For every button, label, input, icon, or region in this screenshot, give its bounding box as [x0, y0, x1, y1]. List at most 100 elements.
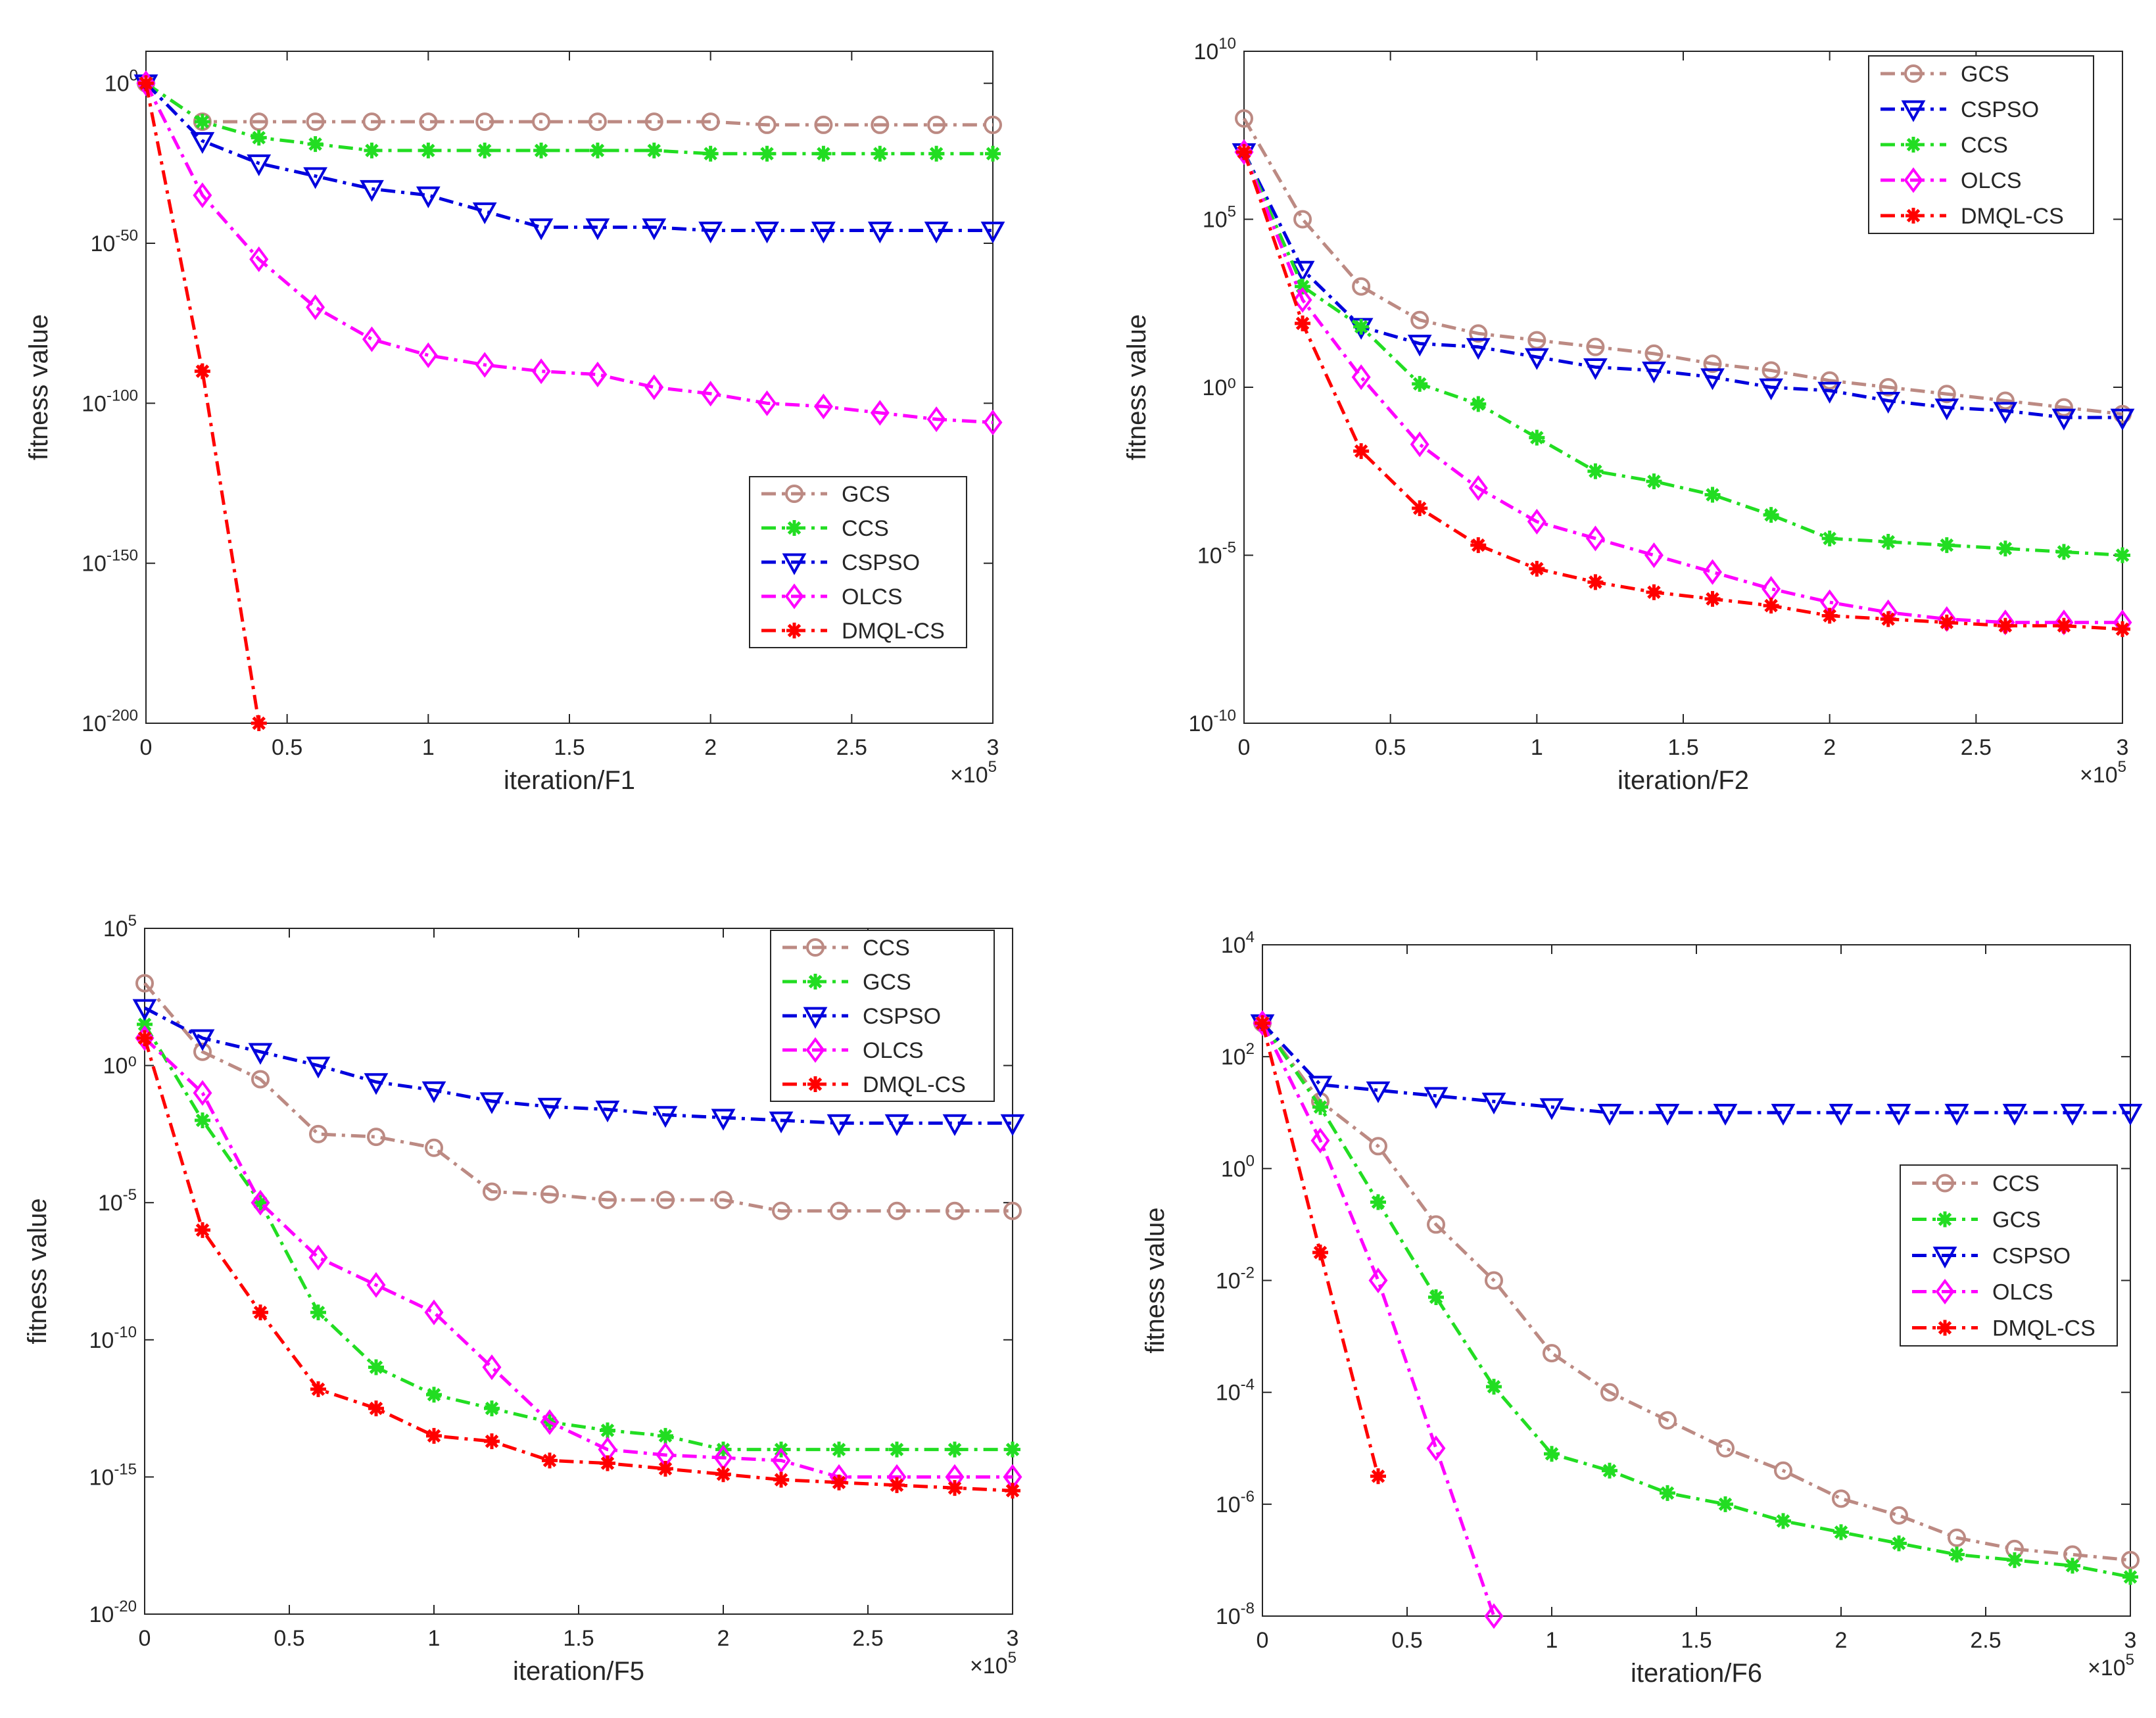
data-point: [1821, 530, 1838, 546]
data-point: [701, 381, 721, 407]
data-point: [1820, 371, 1839, 390]
legend-marker: [1904, 167, 1923, 193]
data-point: [137, 1030, 153, 1046]
data-point: [1005, 1483, 1020, 1499]
data-point: [814, 115, 833, 134]
data-point: [1468, 475, 1488, 501]
data-point: [1312, 1244, 1328, 1260]
data-point: [927, 115, 946, 134]
data-point: [889, 1477, 905, 1493]
y-tick-label: 10-15: [89, 1460, 137, 1490]
data-point: [1597, 1103, 1622, 1126]
data-point: [418, 342, 438, 368]
data-point: [644, 112, 663, 131]
data-point: [1646, 584, 1662, 600]
data-point: [715, 1441, 731, 1458]
x-tick-label: 2.5: [852, 1626, 883, 1651]
data-point: [1466, 338, 1491, 360]
data-point: [1585, 525, 1605, 552]
data-point: [1704, 487, 1721, 503]
data-point: [2115, 547, 2130, 563]
x-tick-label: 0.5: [1391, 1628, 1422, 1653]
data-point: [416, 186, 441, 208]
data-point: [1293, 210, 1312, 229]
data-point: [1655, 1103, 1680, 1126]
series-line: [1242, 117, 2123, 416]
data-point: [757, 115, 777, 134]
series-line: [1242, 151, 2123, 631]
data-point: [1700, 368, 1725, 391]
data-point: [947, 1441, 963, 1458]
data-point: [1587, 574, 1604, 590]
data-point: [1774, 1461, 1792, 1480]
x-axis-label: iteration/F1: [504, 766, 635, 795]
legend-label: GCS: [1961, 62, 2009, 87]
data-point: [1255, 1015, 1270, 1032]
data-point: [2007, 1552, 2023, 1568]
x-tick-label: 0: [140, 735, 153, 760]
data-point: [1428, 1289, 1444, 1306]
data-point: [1366, 1081, 1391, 1103]
data-point: [769, 1111, 794, 1133]
data-point: [1996, 391, 2015, 410]
legend-marker: [1936, 1174, 1954, 1193]
data-point: [251, 130, 267, 146]
x-tick-label: 2: [1835, 1628, 1848, 1653]
data-point: [1539, 1098, 1564, 1120]
legend-box: [749, 476, 967, 648]
data-point: [585, 218, 610, 241]
data-point: [867, 222, 892, 244]
x-axis-multiplier: ×105: [2088, 1651, 2134, 1681]
data-point: [1427, 1215, 1445, 1234]
data-point: [942, 1114, 967, 1136]
data-point: [813, 393, 833, 419]
data-point: [367, 1128, 385, 1147]
legend-marker: [782, 553, 807, 575]
data-point: [1759, 378, 1783, 400]
legend-label: CCS: [1992, 1172, 2040, 1197]
x-tick-label: 0: [139, 1626, 151, 1651]
legend-label: CCS: [842, 516, 889, 541]
y-tick-label: 10-10: [1188, 707, 1236, 736]
data-point: [888, 1201, 906, 1220]
data-point: [1368, 1267, 1388, 1294]
data-point: [477, 142, 493, 158]
data-point: [1646, 473, 1662, 490]
series-line: [1242, 151, 2122, 419]
data-point: [1527, 331, 1546, 350]
legend-label: DMQL-CS: [863, 1072, 966, 1097]
data-point: [249, 112, 268, 131]
y-tick-label: 10-4: [1216, 1376, 1255, 1406]
data-point: [193, 1042, 212, 1061]
y-axis-label: fitness value: [23, 1198, 52, 1344]
data-point: [484, 1400, 500, 1417]
data-point: [755, 222, 779, 244]
data-point: [1997, 617, 2013, 634]
data-point: [1295, 315, 1311, 331]
y-axis-label: fitness value: [24, 314, 53, 460]
legend-marker: [1904, 64, 1923, 83]
data-point: [1703, 559, 1723, 585]
y-axis-label: fitness value: [1141, 1207, 1170, 1353]
data-point: [364, 142, 380, 158]
data-point: [656, 1191, 675, 1210]
x-tick-label: 0.5: [1375, 735, 1406, 760]
series-line: [1261, 1022, 2130, 1114]
x-tick-label: 1.5: [563, 1626, 594, 1651]
data-point: [1944, 1103, 1969, 1126]
data-point: [1370, 1194, 1386, 1210]
y-tick-label: 1010: [1193, 35, 1236, 64]
data-point: [1775, 1513, 1791, 1529]
data-point: [532, 112, 551, 131]
legend-marker: [807, 974, 823, 990]
data-point: [362, 112, 381, 131]
data-point: [1484, 1603, 1504, 1629]
data-point: [926, 406, 946, 433]
data-point: [2055, 544, 2072, 560]
data-point: [309, 1124, 327, 1143]
data-point: [1993, 402, 2018, 424]
series-line: [1260, 1022, 2131, 1579]
legend-label: OLCS: [1992, 1280, 2053, 1305]
data-point: [475, 112, 494, 131]
chart-panel-1: 0 0.5 1 1.5 2 2.5 3 100 10-50 10-100 10-150 10-200 i…: [24, 51, 1005, 795]
